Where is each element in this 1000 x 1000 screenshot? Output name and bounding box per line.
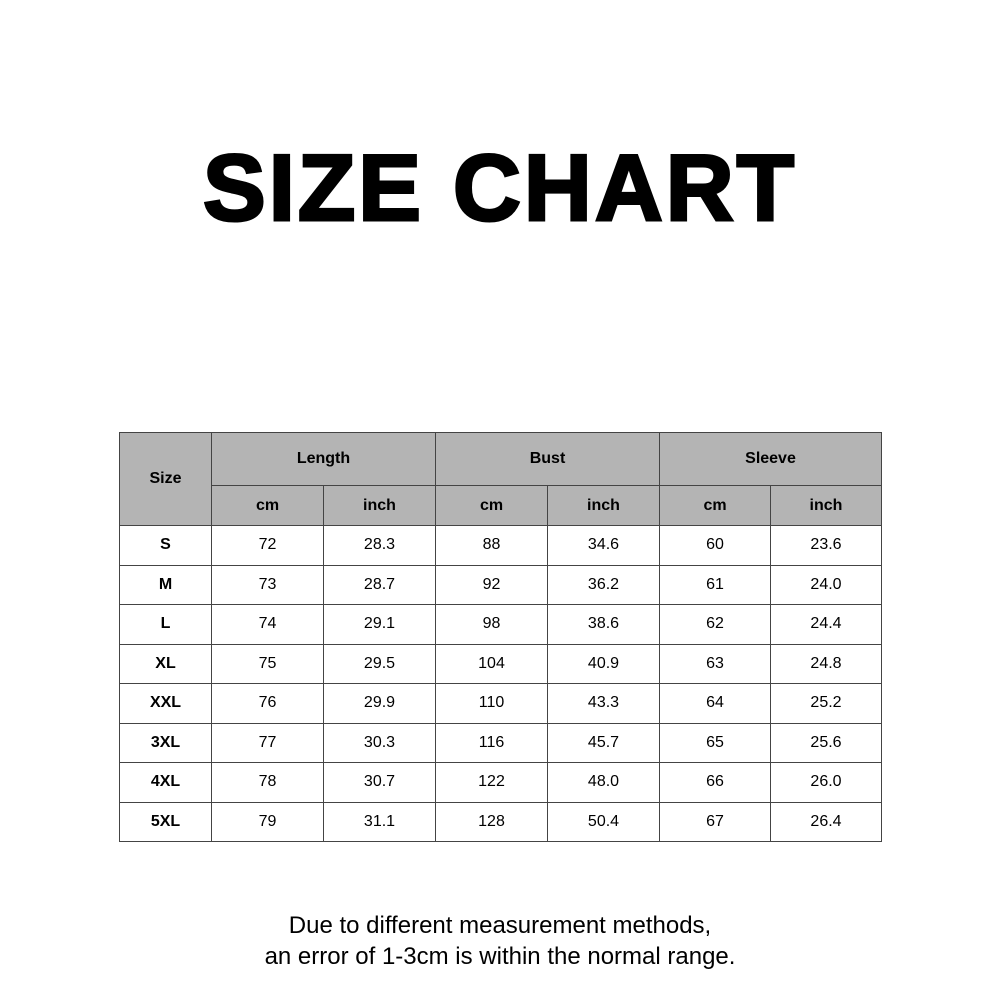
value-cell: 24.8: [770, 643, 882, 684]
value-cell: 62: [659, 604, 771, 645]
size-cell: L: [119, 604, 212, 645]
value-cell: 116: [435, 722, 548, 763]
value-cell: 76: [211, 683, 324, 724]
table-row: 3XL 77 30.3 116 45.7 65 25.6: [119, 722, 882, 763]
value-cell: 24.0: [770, 564, 882, 605]
value-cell: 24.4: [770, 604, 882, 645]
table-row: S 72 28.3 88 34.6 60 23.6: [119, 525, 882, 566]
size-cell: 3XL: [119, 722, 212, 763]
size-header: Size: [119, 432, 212, 526]
value-cell: 73: [211, 564, 324, 605]
unit-header: inch: [770, 485, 882, 526]
value-cell: 64: [659, 683, 771, 724]
size-cell: 5XL: [119, 801, 212, 842]
value-cell: 74: [211, 604, 324, 645]
table-row: XXL 76 29.9 110 43.3 64 25.2: [119, 683, 882, 724]
value-cell: 23.6: [770, 525, 882, 566]
value-cell: 43.3: [547, 683, 660, 724]
table-row: 4XL 78 30.7 122 48.0 66 26.0: [119, 762, 882, 803]
value-cell: 45.7: [547, 722, 660, 763]
value-cell: 128: [435, 801, 548, 842]
value-cell: 79: [211, 801, 324, 842]
value-cell: 48.0: [547, 762, 660, 803]
value-cell: 98: [435, 604, 548, 645]
table-row: M 73 28.7 92 36.2 61 24.0: [119, 564, 882, 605]
value-cell: 61: [659, 564, 771, 605]
table-row: L 74 29.1 98 38.6 62 24.4: [119, 604, 882, 645]
value-cell: 75: [211, 643, 324, 684]
value-cell: 26.4: [770, 801, 882, 842]
unit-header: inch: [547, 485, 660, 526]
value-cell: 36.2: [547, 564, 660, 605]
size-cell: S: [119, 525, 212, 566]
table-row: 5XL 79 31.1 128 50.4 67 26.4: [119, 801, 882, 842]
size-cell: M: [119, 564, 212, 605]
group-header-sleeve: Sleeve: [659, 432, 882, 486]
value-cell: 77: [211, 722, 324, 763]
value-cell: 40.9: [547, 643, 660, 684]
table-row: XL 75 29.5 104 40.9 63 24.8: [119, 643, 882, 684]
value-cell: 28.7: [323, 564, 436, 605]
value-cell: 38.6: [547, 604, 660, 645]
value-cell: 29.5: [323, 643, 436, 684]
group-header-length: Length: [211, 432, 436, 486]
value-cell: 78: [211, 762, 324, 803]
value-cell: 29.9: [323, 683, 436, 724]
value-cell: 34.6: [547, 525, 660, 566]
measurement-note: Due to different measurement methods, an…: [0, 910, 1000, 972]
value-cell: 31.1: [323, 801, 436, 842]
value-cell: 25.6: [770, 722, 882, 763]
size-cell: XXL: [119, 683, 212, 724]
unit-header: inch: [323, 485, 436, 526]
size-table: Size Length Bust Sleeve cm inch cm inch …: [119, 432, 882, 842]
value-cell: 63: [659, 643, 771, 684]
value-cell: 26.0: [770, 762, 882, 803]
group-header-bust: Bust: [435, 432, 660, 486]
page-title: SIZE CHART: [202, 135, 797, 240]
value-cell: 122: [435, 762, 548, 803]
unit-header: cm: [659, 485, 771, 526]
value-cell: 25.2: [770, 683, 882, 724]
size-cell: XL: [119, 643, 212, 684]
value-cell: 65: [659, 722, 771, 763]
value-cell: 88: [435, 525, 548, 566]
value-cell: 30.3: [323, 722, 436, 763]
value-cell: 92: [435, 564, 548, 605]
value-cell: 30.7: [323, 762, 436, 803]
value-cell: 29.1: [323, 604, 436, 645]
unit-header: cm: [435, 485, 548, 526]
value-cell: 28.3: [323, 525, 436, 566]
value-cell: 110: [435, 683, 548, 724]
value-cell: 72: [211, 525, 324, 566]
size-cell: 4XL: [119, 762, 212, 803]
note-line-2: an error of 1-3cm is within the normal r…: [264, 943, 736, 970]
value-cell: 67: [659, 801, 771, 842]
value-cell: 66: [659, 762, 771, 803]
note-line-1: Due to different measurement methods,: [288, 912, 712, 939]
value-cell: 104: [435, 643, 548, 684]
unit-header: cm: [211, 485, 324, 526]
value-cell: 50.4: [547, 801, 660, 842]
value-cell: 60: [659, 525, 771, 566]
